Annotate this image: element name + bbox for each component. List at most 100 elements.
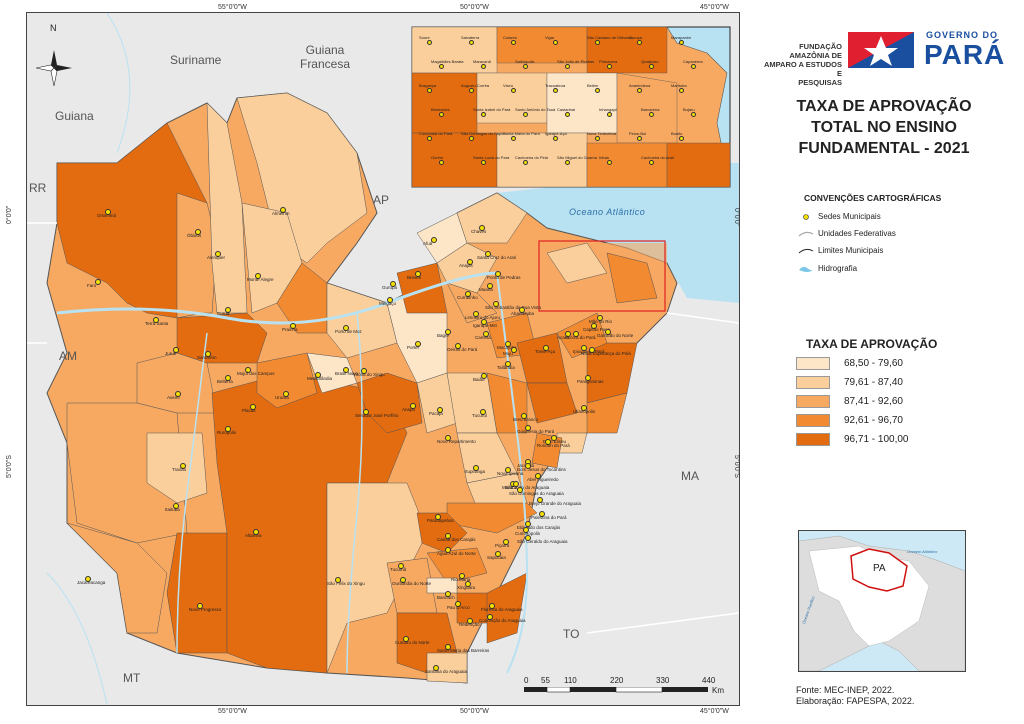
- sede-marker[interactable]: [445, 533, 451, 539]
- sede-marker[interactable]: [205, 351, 211, 357]
- sede-marker[interactable]: [283, 391, 289, 397]
- sede-marker[interactable]: [597, 315, 603, 321]
- inset-sede-marker[interactable]: [439, 160, 444, 165]
- inset-sede-marker[interactable]: [649, 64, 654, 69]
- sede-marker[interactable]: [535, 473, 541, 479]
- sede-marker[interactable]: [445, 435, 451, 441]
- sede-marker[interactable]: [197, 603, 203, 609]
- inset-sede-marker[interactable]: [637, 40, 642, 45]
- sede-marker[interactable]: [537, 497, 543, 503]
- main-map[interactable]: Suriname Guiana Francesa Guiana RR AP AM…: [26, 12, 740, 706]
- inset-sede-marker[interactable]: [595, 136, 600, 141]
- sede-marker[interactable]: [225, 426, 231, 432]
- sede-marker[interactable]: [250, 404, 256, 410]
- inset-sede-marker[interactable]: [607, 160, 612, 165]
- sede-marker[interactable]: [445, 644, 451, 650]
- sede-marker[interactable]: [545, 439, 551, 445]
- sede-marker[interactable]: [435, 514, 441, 520]
- sede-marker[interactable]: [225, 307, 231, 313]
- inset-sede-marker[interactable]: [481, 64, 486, 69]
- sede-marker[interactable]: [551, 435, 557, 441]
- inset-sede-marker[interactable]: [595, 40, 600, 45]
- sede-marker[interactable]: [335, 577, 341, 583]
- sede-marker[interactable]: [387, 297, 393, 303]
- sede-marker[interactable]: [485, 251, 491, 257]
- sede-marker[interactable]: [539, 511, 545, 517]
- sede-marker[interactable]: [481, 319, 487, 325]
- inset-sede-marker[interactable]: [469, 136, 474, 141]
- inset-sede-marker[interactable]: [427, 136, 432, 141]
- sede-marker[interactable]: [415, 271, 421, 277]
- inset-sede-marker[interactable]: [481, 112, 486, 117]
- sede-marker[interactable]: [473, 465, 479, 471]
- inset-sede-marker[interactable]: [511, 88, 516, 93]
- sede-marker[interactable]: [493, 301, 499, 307]
- sede-marker[interactable]: [343, 367, 349, 373]
- sede-marker[interactable]: [505, 361, 511, 367]
- sede-marker[interactable]: [489, 603, 495, 609]
- inset-sede-marker[interactable]: [565, 112, 570, 117]
- inset-sede-marker[interactable]: [427, 40, 432, 45]
- sede-marker[interactable]: [585, 375, 591, 381]
- inset-sede-marker[interactable]: [565, 64, 570, 69]
- sede-marker[interactable]: [445, 547, 451, 553]
- sede-marker[interactable]: [467, 618, 473, 624]
- inset-sede-marker[interactable]: [649, 160, 654, 165]
- inset-sede-marker[interactable]: [607, 64, 612, 69]
- inset-sede-marker[interactable]: [523, 112, 528, 117]
- sede-marker[interactable]: [483, 331, 489, 337]
- sede-marker[interactable]: [525, 425, 531, 431]
- sede-marker[interactable]: [465, 581, 471, 587]
- sede-marker[interactable]: [495, 551, 501, 557]
- sede-marker[interactable]: [487, 614, 493, 620]
- sede-marker[interactable]: [255, 273, 261, 279]
- sede-marker[interactable]: [105, 209, 111, 215]
- sede-marker[interactable]: [290, 323, 296, 329]
- sede-marker[interactable]: [85, 576, 91, 582]
- inset-sede-marker[interactable]: [427, 88, 432, 93]
- sede-marker[interactable]: [431, 237, 437, 243]
- inset-sede-marker[interactable]: [523, 64, 528, 69]
- inset-sede-marker[interactable]: [607, 112, 612, 117]
- sede-marker[interactable]: [465, 291, 471, 297]
- sede-marker[interactable]: [215, 251, 221, 257]
- inset-sede-marker[interactable]: [679, 136, 684, 141]
- sede-marker[interactable]: [400, 577, 406, 583]
- sede-marker[interactable]: [410, 403, 416, 409]
- sede-marker[interactable]: [605, 329, 611, 335]
- inset-sede-marker[interactable]: [553, 40, 558, 45]
- sede-marker[interactable]: [519, 307, 525, 313]
- inset-sede-marker[interactable]: [481, 160, 486, 165]
- inset-sede-marker[interactable]: [679, 88, 684, 93]
- sede-marker[interactable]: [525, 521, 531, 527]
- sede-marker[interactable]: [505, 341, 511, 347]
- sede-marker[interactable]: [565, 331, 571, 337]
- inset-sede-marker[interactable]: [469, 40, 474, 45]
- sede-marker[interactable]: [479, 225, 485, 231]
- sede-marker[interactable]: [511, 347, 517, 353]
- sede-marker[interactable]: [455, 343, 461, 349]
- sede-marker[interactable]: [495, 271, 501, 277]
- sede-marker[interactable]: [225, 375, 231, 381]
- inset-sede-marker[interactable]: [511, 136, 516, 141]
- sede-marker[interactable]: [445, 591, 451, 597]
- sede-marker[interactable]: [480, 409, 486, 415]
- inset-sede-marker[interactable]: [469, 88, 474, 93]
- sede-marker[interactable]: [361, 368, 367, 374]
- sede-marker[interactable]: [543, 345, 549, 351]
- sede-marker[interactable]: [591, 323, 597, 329]
- sede-marker[interactable]: [523, 527, 529, 533]
- sede-marker[interactable]: [581, 345, 587, 351]
- sede-marker[interactable]: [173, 347, 179, 353]
- sede-marker[interactable]: [455, 601, 461, 607]
- inset-sede-marker[interactable]: [439, 64, 444, 69]
- inset-sede-marker[interactable]: [511, 40, 516, 45]
- sede-marker[interactable]: [415, 341, 421, 347]
- sede-marker[interactable]: [487, 283, 493, 289]
- inset-sede-marker[interactable]: [523, 160, 528, 165]
- sede-marker[interactable]: [433, 665, 439, 671]
- inset-sede-marker[interactable]: [553, 136, 558, 141]
- sede-marker[interactable]: [521, 413, 527, 419]
- sede-marker[interactable]: [173, 503, 179, 509]
- inset-sede-marker[interactable]: [595, 88, 600, 93]
